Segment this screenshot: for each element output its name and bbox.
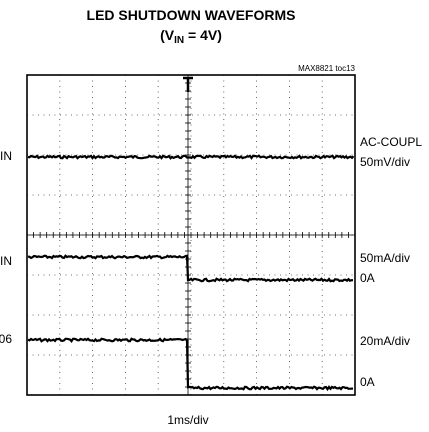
trigger-marker [183, 76, 193, 92]
grid [26, 74, 355, 396]
right-label: 50mV/div [360, 155, 410, 169]
subtitle-sub: IN [174, 35, 184, 46]
title: LED SHUTDOWN WAVEFORMS [87, 7, 296, 23]
subtitle: (VIN = 4V) [160, 27, 222, 46]
waveform [27, 254, 353, 283]
subtitle-close: = 4V) [184, 27, 222, 43]
right-label: 20mA/div [360, 334, 410, 348]
timebase: 1ms/div [167, 413, 208, 427]
right-label: 50mA/div [360, 251, 410, 265]
figure-code: MAX8821 toc13 [298, 64, 355, 73]
right-label: 0A [360, 375, 375, 389]
traces [27, 154, 355, 392]
right-label: 0A [360, 271, 375, 285]
left-label: IN [0, 254, 12, 268]
waveform [27, 154, 355, 160]
left-label: IN [0, 149, 12, 163]
left-label: 06 [0, 332, 12, 346]
right-label: AC-COUPL [360, 135, 422, 149]
waveform [27, 337, 354, 392]
screen-frame [26, 74, 356, 396]
subtitle-open: (V [160, 27, 175, 43]
